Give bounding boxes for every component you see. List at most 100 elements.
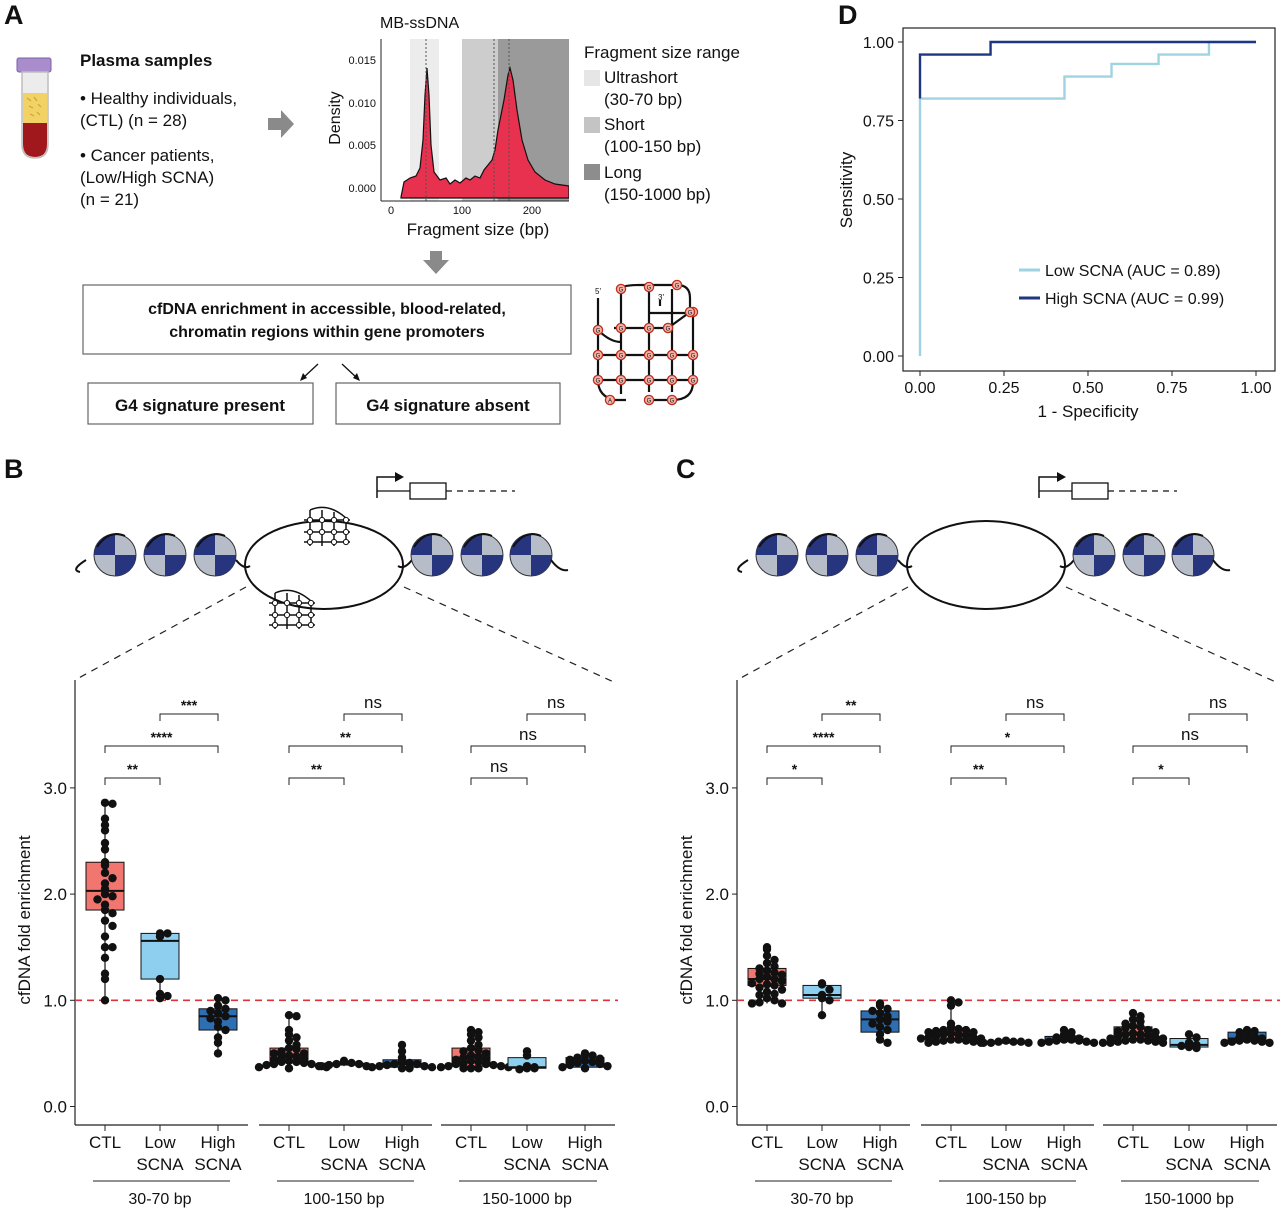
data-point — [580, 1050, 590, 1059]
data-point — [284, 1064, 294, 1073]
long-swatch — [584, 164, 600, 180]
gene-exon-box — [1071, 482, 1109, 500]
data-point — [1265, 1038, 1274, 1047]
y-tick-label: 1.0 — [43, 991, 67, 1010]
data-point — [1177, 1041, 1186, 1051]
legend-ultrashort-range: (30-70 bp) — [604, 90, 682, 109]
zoom-line-right — [1065, 586, 1279, 684]
density-ytick: 0.010 — [348, 98, 376, 110]
g4-guanine-node — [592, 324, 604, 336]
arrow-down-icon — [423, 251, 449, 274]
x-tick-label: CTL — [455, 1133, 487, 1152]
g4-guanine-letter: G — [691, 353, 696, 359]
ultrashort-swatch — [584, 70, 600, 86]
nucleosome-quadrant — [194, 534, 215, 555]
data-point — [916, 1034, 926, 1043]
data-point — [277, 1047, 286, 1056]
panel-a: A Plasma samples • Healthy individuals, … — [4, 0, 740, 425]
dna-linker — [1059, 559, 1075, 569]
x-tick-label-2: SCNA — [856, 1155, 904, 1174]
data-point — [954, 1035, 963, 1044]
data-point — [770, 968, 779, 977]
x-tick-label: High — [1047, 1133, 1082, 1152]
data-point — [762, 987, 772, 997]
data-point — [986, 1038, 996, 1047]
data-point — [979, 1038, 988, 1047]
x-tick-label: Low — [328, 1133, 360, 1152]
dna-linker — [897, 559, 913, 569]
density-plot: MB-ssDNA 0.015 0.010 0.005 0.000 0 100 2… — [327, 15, 569, 239]
data-point — [466, 1036, 476, 1045]
data-point — [883, 1004, 892, 1013]
data-point — [1192, 1033, 1201, 1042]
dna-wrap — [512, 533, 542, 548]
significance-label: ** — [973, 761, 984, 777]
data-point — [100, 861, 110, 870]
data-point — [100, 932, 110, 941]
data-point — [1257, 1037, 1267, 1046]
dna-linker — [1212, 559, 1231, 572]
y-tick-label: 2.0 — [43, 885, 67, 904]
data-point — [825, 996, 834, 1005]
density-xtick: 200 — [523, 205, 541, 217]
samples-line-2: (CTL) (n = 28) — [80, 111, 187, 130]
data-point — [221, 1025, 230, 1035]
data-point — [522, 1051, 532, 1060]
data-point — [412, 1059, 422, 1069]
y-tick-label: 1.0 — [705, 991, 729, 1010]
g4-mini-node — [318, 528, 326, 536]
data-point — [1037, 1038, 1046, 1047]
x-tick-label: High — [385, 1133, 420, 1152]
nucleosome-quadrant — [1073, 534, 1094, 555]
enrichment-line-1: cfDNA enrichment in accessible, blood-re… — [148, 301, 506, 318]
data-point — [1106, 1038, 1115, 1047]
data-point — [292, 1033, 301, 1042]
dna-wrap — [858, 533, 888, 548]
g4-five-prime: 5' — [595, 287, 601, 296]
g4-guanine-node — [687, 374, 699, 386]
x-tick-label: CTL — [89, 1133, 121, 1152]
data-point — [994, 1037, 1003, 1046]
density-xtick: 0 — [388, 205, 394, 217]
g4-mini-node — [271, 621, 279, 629]
data-point — [580, 1064, 590, 1073]
samples-line-5: (n = 21) — [80, 190, 139, 209]
data-point — [100, 905, 110, 915]
data-point — [1121, 1023, 1130, 1033]
data-point — [777, 976, 787, 986]
data-point — [868, 1006, 877, 1016]
x-tick-label-2: SCNA — [378, 1155, 426, 1174]
nucleosome-quadrant — [115, 555, 136, 576]
nucleosome-quadrant — [510, 534, 531, 555]
x-tick-label: High — [568, 1133, 603, 1152]
nucleosome-quadrant — [756, 534, 777, 555]
dna-wrap — [196, 533, 226, 548]
g4-guanine-node — [615, 349, 627, 361]
data-point — [1001, 1036, 1011, 1045]
data-point — [924, 1038, 933, 1047]
data-point — [206, 1014, 215, 1023]
data-point — [332, 1059, 341, 1069]
significance-bracket — [470, 777, 528, 785]
x-tick-label: CTL — [935, 1133, 967, 1152]
g4-guanine-letter: G — [670, 378, 675, 384]
g4-guanine-letter: G — [619, 353, 624, 359]
g4-guanine-letter: G — [596, 353, 601, 359]
data-point — [946, 1001, 956, 1010]
data-point — [954, 998, 963, 1007]
dna-wrap — [463, 533, 493, 548]
dna-wrap — [1125, 533, 1155, 548]
data-point — [100, 814, 110, 823]
nucleosome-quadrant — [461, 534, 482, 555]
tss-arrow-icon — [376, 476, 395, 498]
data-point — [100, 798, 110, 807]
significance-bracket — [526, 713, 586, 721]
data-point — [817, 980, 827, 989]
group-label: 30-70 bp — [128, 1191, 191, 1208]
data-point — [100, 916, 110, 925]
roc-ytick-label: 0.00 — [863, 349, 894, 366]
x-tick-label-2: SCNA — [1040, 1155, 1088, 1174]
g4-present-label: G4 signature present — [115, 396, 285, 415]
data-point — [284, 1043, 294, 1053]
legend-short-range: (100-150 bp) — [604, 137, 701, 156]
